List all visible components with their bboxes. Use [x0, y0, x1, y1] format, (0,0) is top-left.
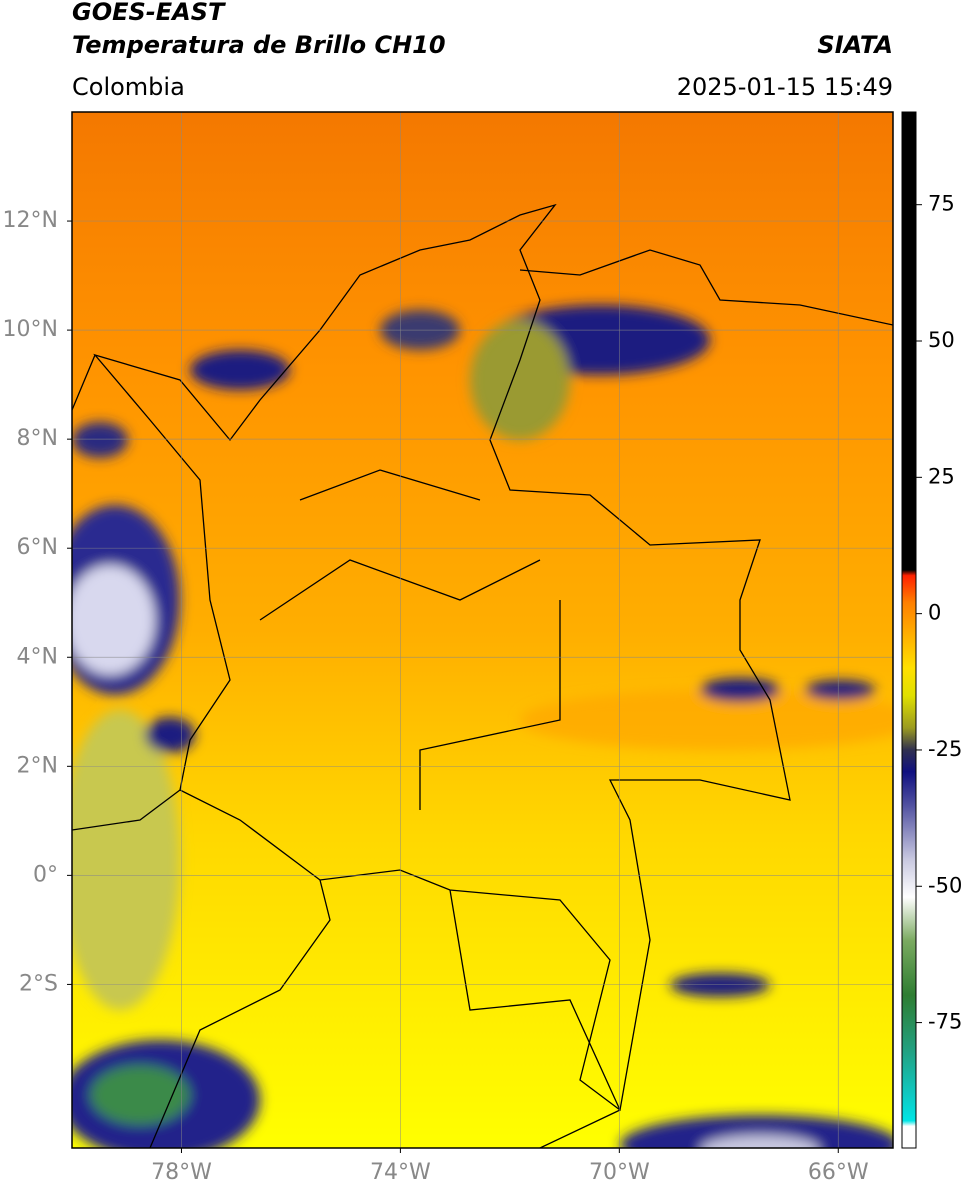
borders	[72, 203, 893, 1148]
title: GOES-EAST	[72, 0, 226, 26]
x-tick-label: 70°W	[589, 1160, 650, 1185]
x-tick-label: 66°W	[808, 1160, 869, 1185]
satellite-image	[72, 112, 893, 1148]
y-tick-label: 8°N	[17, 426, 58, 451]
timestamp: 2025-01-15 15:49	[677, 73, 893, 101]
grid	[72, 112, 893, 1148]
colorbar-label: -75	[928, 1010, 962, 1034]
colorbar-label: 0	[928, 601, 941, 625]
agency: SIATA	[817, 31, 893, 59]
y-tick-label: 10°N	[3, 317, 58, 342]
y-tick-label: 6°N	[17, 535, 58, 560]
colorbar-label: 25	[928, 464, 955, 488]
map-frame	[71, 111, 894, 1149]
y-tick-label: 2°N	[17, 753, 58, 778]
colorbar-label: 50	[928, 328, 955, 352]
subtitle: Temperatura de Brillo CH10	[72, 31, 446, 59]
colorbar	[901, 111, 917, 1149]
y-tick-label: 2°S	[19, 971, 58, 996]
x-tick-label: 74°W	[370, 1160, 431, 1185]
x-tick-label: 78°W	[151, 1160, 212, 1185]
colorbar-label: -50	[928, 873, 962, 897]
y-tick-label: 0°	[33, 862, 58, 887]
region: Colombia	[72, 73, 185, 101]
colorbar-label: -25	[928, 737, 962, 761]
y-tick-label: 4°N	[17, 644, 58, 669]
y-tick-label: 12°N	[3, 208, 58, 233]
colorbar-label: 75	[928, 192, 955, 216]
